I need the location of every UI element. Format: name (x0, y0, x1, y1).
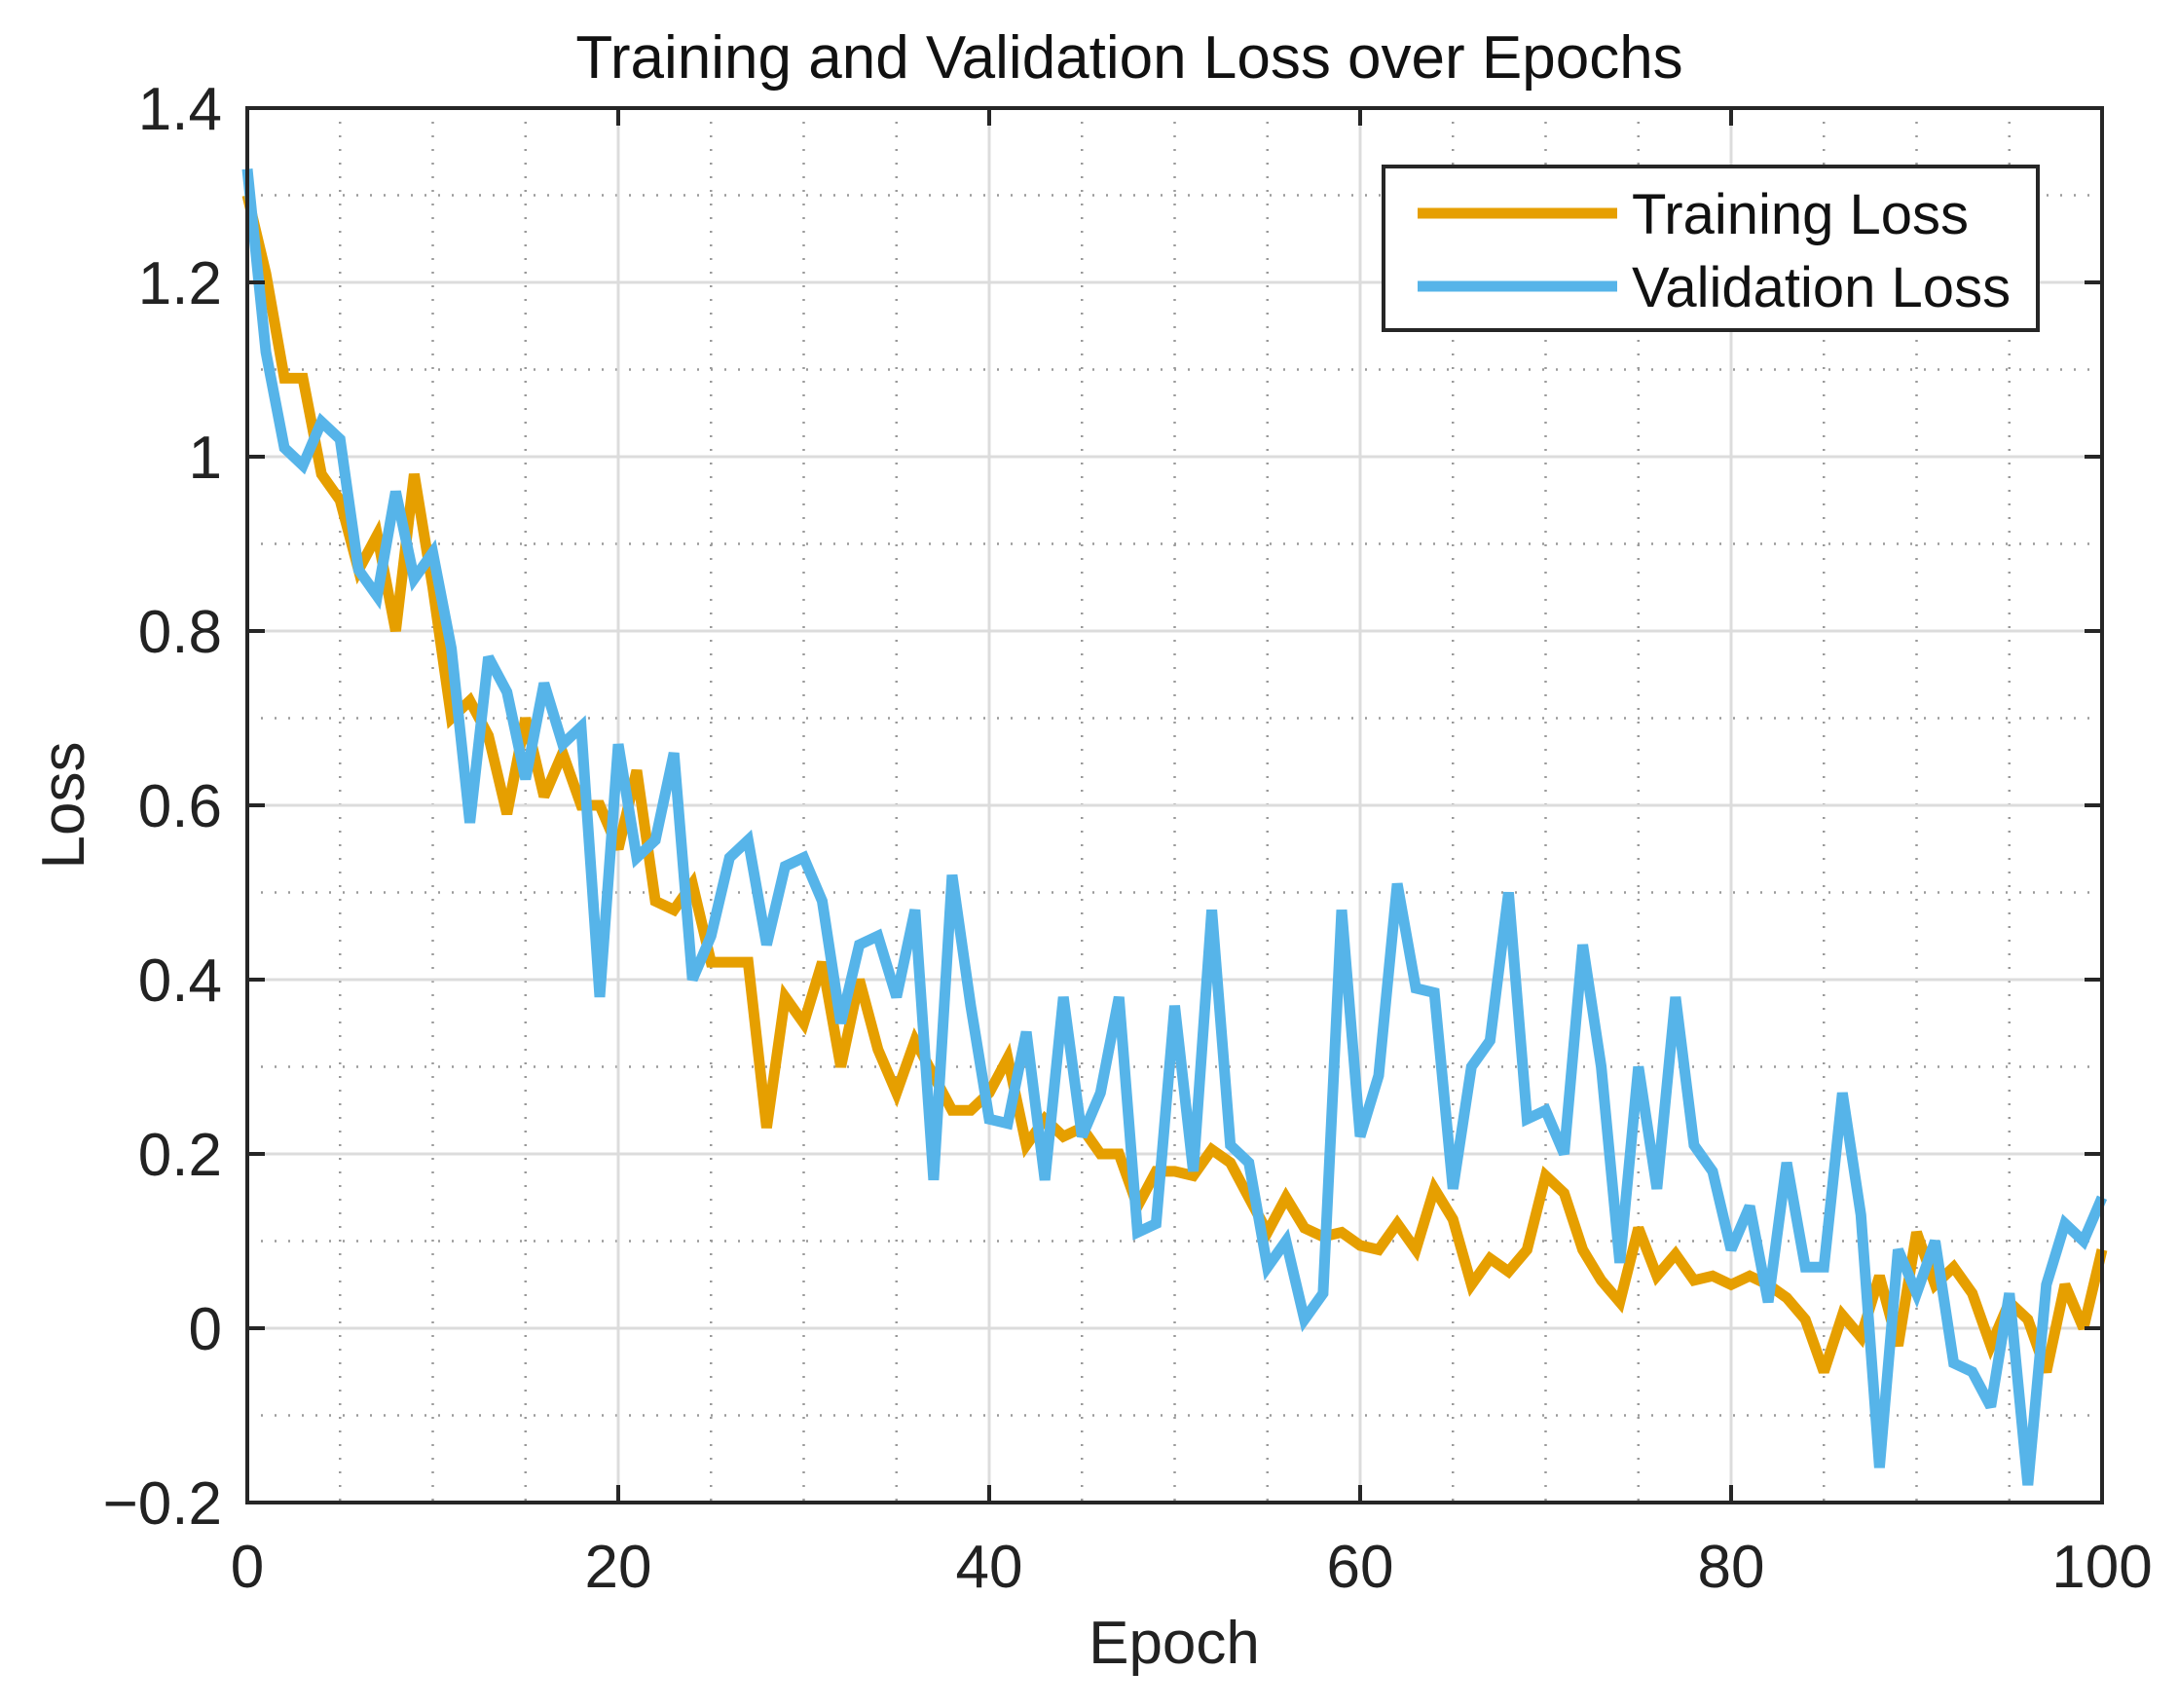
axis-ticks (245, 106, 2104, 1504)
y-tick-label: −0.2 (103, 1470, 222, 1538)
x-tick-label: 20 (585, 1534, 652, 1601)
legend-label-training-loss: Training Loss (1632, 183, 1969, 246)
legend-box (1382, 165, 2040, 332)
y-tick-label: 1.2 (138, 250, 222, 317)
series-line-training-loss (241, 194, 2108, 1374)
y-tick-label: 0 (189, 1296, 222, 1363)
y-tick-label: 0.8 (138, 599, 222, 666)
x-tick-label: 40 (956, 1534, 1023, 1601)
x-axis-title: Epoch (1089, 1610, 1260, 1677)
legend-label-validation-loss: Validation Loss (1632, 256, 2011, 319)
series-line-validation-loss (241, 168, 2108, 1486)
y-tick-label: 0.2 (138, 1122, 222, 1189)
x-tick-label: 100 (2051, 1534, 2152, 1601)
y-tick-label: 1.4 (138, 76, 222, 143)
y-tick-label: 1 (189, 425, 222, 492)
y-tick-label: 0.6 (138, 773, 222, 840)
legend: Training Loss Validation Loss (1382, 165, 2040, 332)
series-layer (241, 168, 2108, 1486)
y-axis-title: Loss (30, 742, 97, 870)
x-tick-label: 60 (1327, 1534, 1394, 1601)
y-tick-labels: −0.2 0 0.2 0.4 0.6 0.8 1 1.2 1.4 (103, 76, 222, 1538)
x-tick-labels: 0 20 40 60 80 100 (231, 1534, 2153, 1601)
chart-title: Training and Validation Loss over Epochs (575, 24, 1682, 92)
y-tick-label: 0.4 (138, 947, 222, 1015)
x-tick-label: 80 (1698, 1534, 1765, 1601)
x-tick-label: 0 (231, 1534, 264, 1601)
